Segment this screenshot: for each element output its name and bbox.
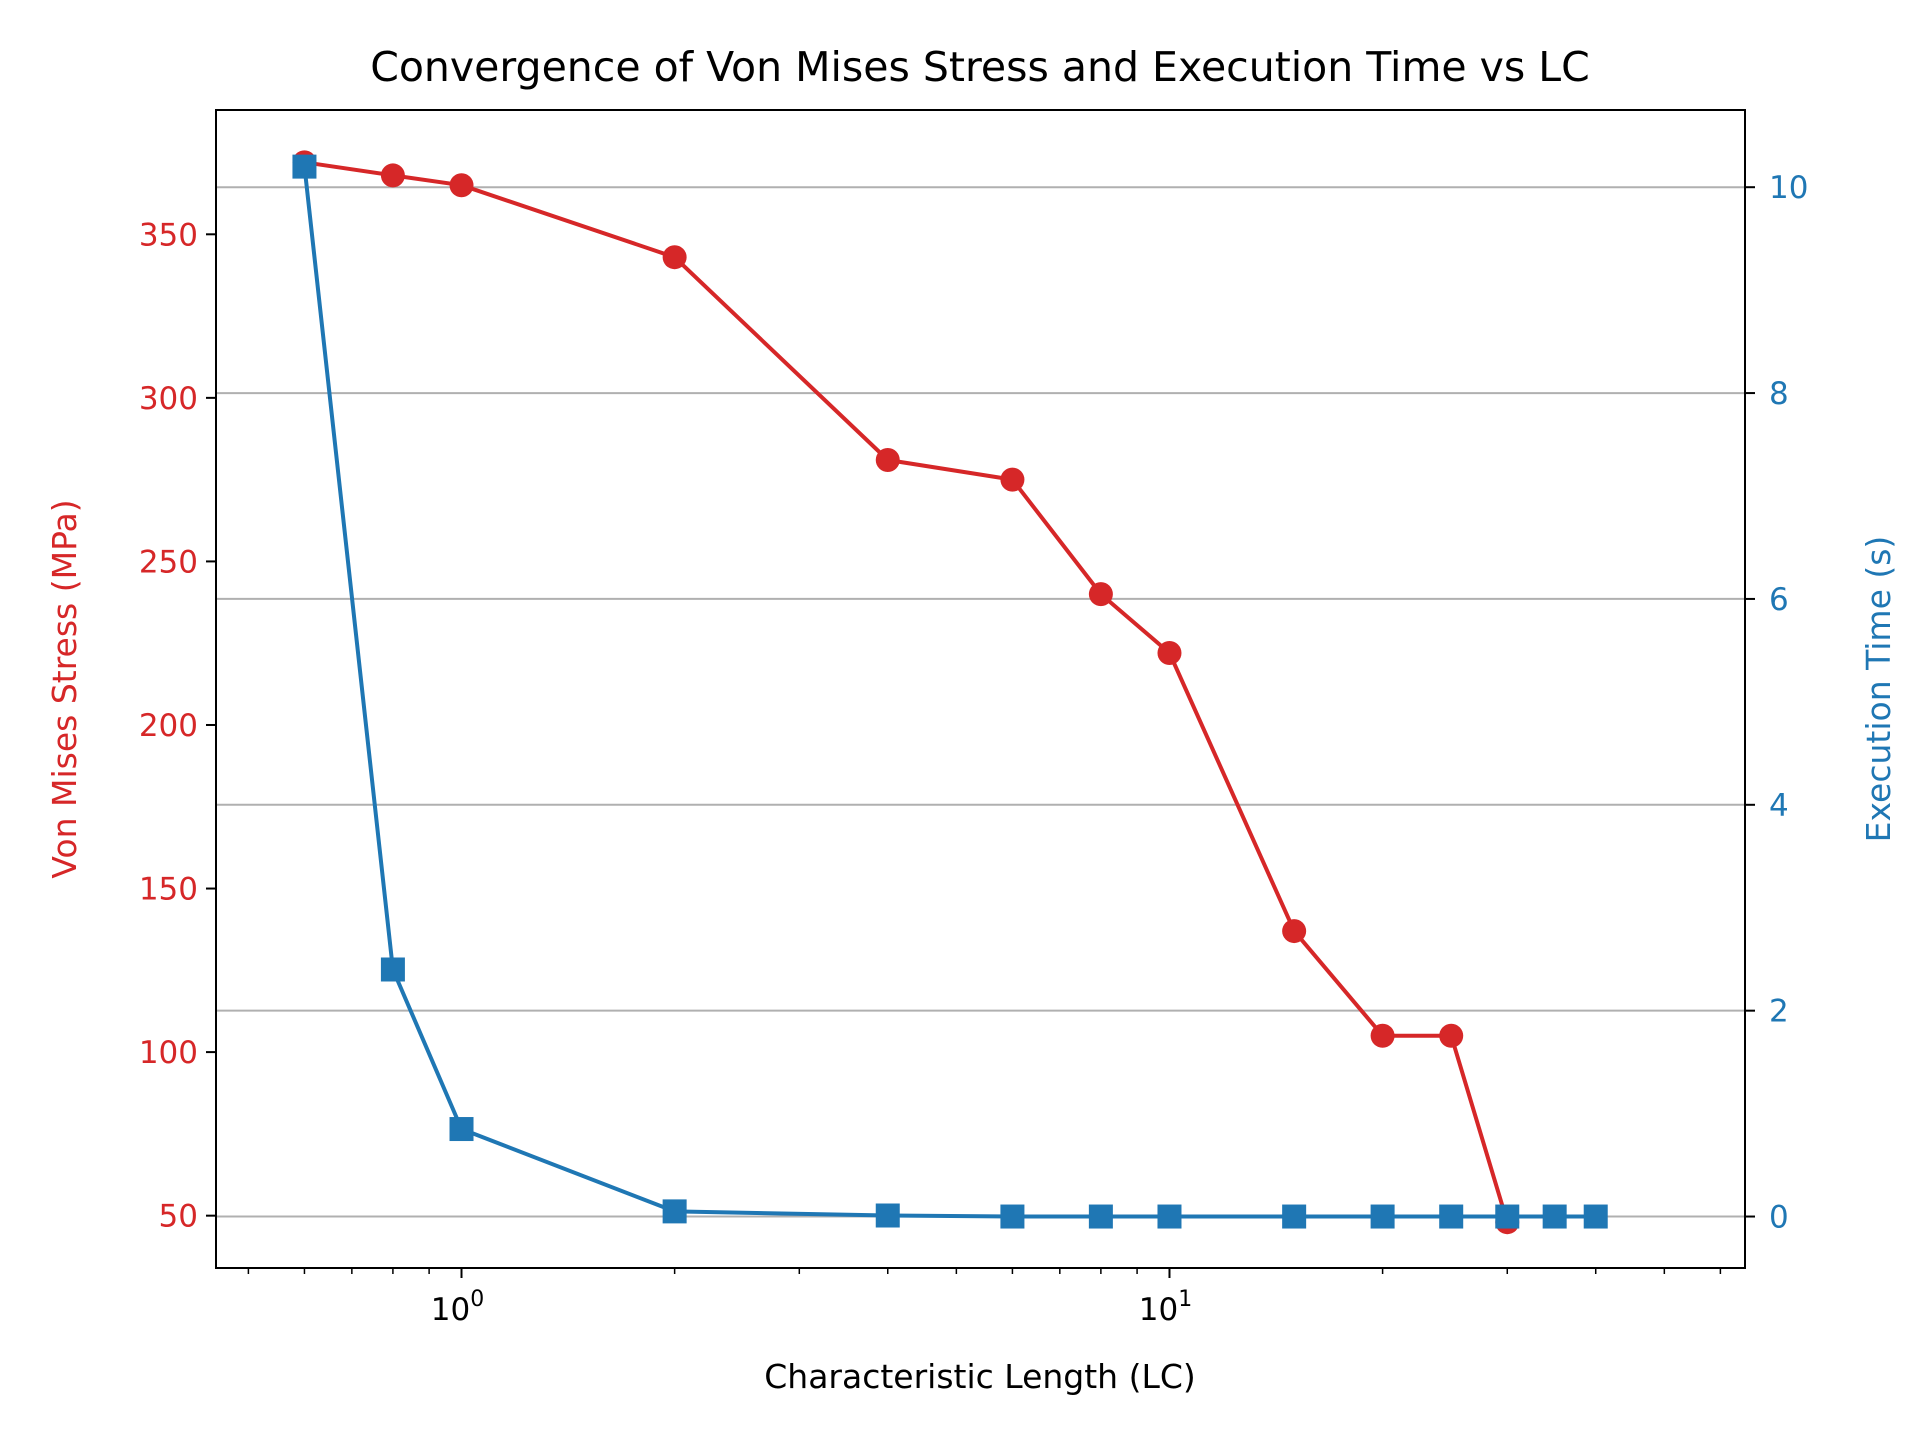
data-point [875,1203,900,1228]
data-point [449,173,474,198]
data-point [449,1117,474,1142]
x-tick-label-exponent: 1 [1178,1287,1192,1312]
y-left-tick-label: 50 [159,1199,198,1235]
y-axis-right: 0 2 4 6 8 10 [1745,170,1808,1236]
chart-title: Convergence of Von Mises Stress and Exec… [370,43,1590,91]
y-right-tick-label: 6 [1769,582,1789,618]
y-right-tick-label: 2 [1769,994,1789,1030]
data-point [1157,1204,1182,1229]
y-right-tick-label: 8 [1769,376,1789,412]
series-left [292,150,1520,1235]
y-left-tick-label: 350 [139,217,198,253]
series-right [292,154,1608,1229]
data-point [1439,1204,1464,1229]
y-axis-left-label: Von Mises Stress (MPa) [45,499,84,878]
plot-frame [215,109,1746,1269]
y-left-tick-label: 150 [139,872,198,908]
data-point [1088,1204,1113,1229]
data-point [1583,1204,1608,1229]
y-left-tick-label: 250 [139,544,198,580]
data-point [1088,582,1113,607]
data-point [1282,919,1307,944]
data-point [292,154,317,179]
plot-series [292,150,1608,1235]
y-left-tick-label: 100 [139,1035,198,1071]
data-point [1000,467,1025,492]
data-point [1000,1204,1025,1229]
x-axis-label: Characteristic Length (LC) [764,1357,1196,1396]
x-axis: 100 101 [247,1268,1722,1328]
y-right-tick-label: 0 [1769,1200,1789,1236]
y-left-tick-label: 300 [139,381,198,417]
y-left-tick-label: 200 [139,708,198,744]
data-point [380,163,405,188]
data-point [1495,1204,1520,1229]
y-right-tick-label: 10 [1769,170,1808,206]
y-axis-left: 50 100 150 200 250 300 350 [139,217,216,1235]
data-point [380,957,405,982]
y-axis-right-label: Execution Time (s) [1859,536,1898,843]
data-point [662,1199,687,1224]
x-tick-label-exponent: 0 [470,1287,484,1312]
data-point [1282,1204,1307,1229]
data-point [662,245,687,270]
data-point [875,448,900,473]
data-point [1157,641,1182,666]
data-point [1542,1204,1567,1229]
data-point [1439,1023,1464,1048]
data-point [1370,1204,1395,1229]
y-right-tick-label: 4 [1769,788,1789,824]
data-point [1370,1023,1395,1048]
